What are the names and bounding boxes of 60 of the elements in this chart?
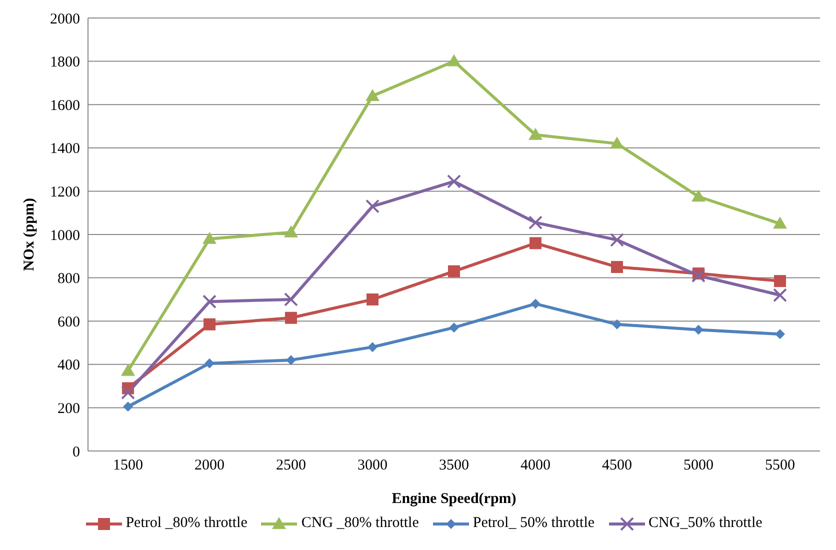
point (121, 386, 135, 400)
point (366, 88, 380, 101)
point (449, 322, 459, 333)
x-tick-label: 2000 (194, 458, 224, 474)
point (528, 216, 542, 230)
y-tick-label: 200 (58, 401, 80, 418)
point (773, 288, 787, 302)
x-tick-label: 2500 (276, 458, 306, 474)
point (284, 292, 298, 306)
y-tick-label: 0 (72, 444, 80, 460)
point (204, 318, 216, 330)
y-tick-label: 1800 (50, 54, 80, 71)
y-tick-label: 600 (58, 314, 80, 330)
y-axis-title: NOx (ppm) (21, 198, 38, 271)
legend-label: CNG_50% throttle (648, 515, 762, 532)
y-tick-label: 1600 (50, 98, 80, 114)
y-tick-label: 800 (58, 271, 80, 288)
point (530, 237, 542, 250)
point (286, 355, 296, 366)
point (611, 260, 623, 273)
point (366, 293, 378, 306)
x-tick-label: 5000 (684, 458, 714, 474)
point (285, 312, 297, 324)
point (121, 364, 135, 376)
y-tick-label: 1400 (50, 141, 80, 158)
point (284, 225, 298, 238)
x-tick-label: 3000 (358, 458, 388, 474)
x-tick-label: 4500 (602, 458, 632, 474)
point (204, 358, 214, 368)
point (202, 232, 216, 244)
point (773, 216, 787, 229)
y-tick-label: 1000 (50, 228, 80, 244)
point (528, 128, 542, 140)
point (368, 342, 378, 352)
x-tick-label: 1500 (113, 458, 143, 474)
x-tick-label: 4000 (520, 458, 550, 474)
point (366, 199, 380, 214)
point (692, 268, 706, 283)
point (774, 275, 786, 288)
x-axis-title: Engine Speed(rpm) (392, 491, 516, 507)
point (123, 402, 133, 412)
point (775, 329, 785, 340)
legend-label: Petrol_ 50% throttle (472, 515, 595, 532)
point (447, 174, 461, 188)
point (612, 319, 622, 330)
legend-label: CNG _80% throttle (301, 515, 419, 532)
y-tick-label: 1200 (50, 184, 80, 201)
point (610, 232, 624, 247)
y-tick-label: 400 (58, 358, 80, 374)
point (530, 298, 540, 309)
x-tick-label: 3500 (439, 458, 469, 474)
legend-label: Petrol _80% throttle (126, 515, 248, 532)
point (692, 190, 706, 202)
point (610, 136, 624, 149)
point (202, 294, 216, 309)
x-tick-label: 5500 (765, 458, 795, 474)
y-tick-label: 2000 (50, 11, 80, 28)
point (694, 324, 704, 335)
point (448, 265, 460, 278)
point (447, 54, 461, 66)
